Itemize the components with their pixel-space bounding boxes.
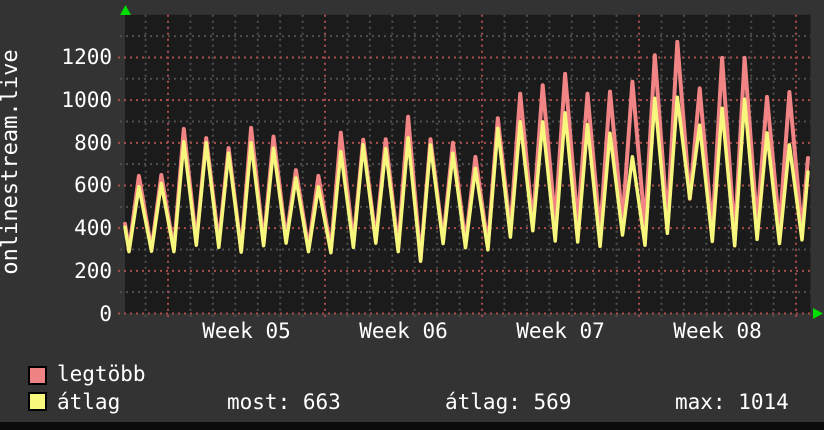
series-line-atlag [123,95,810,263]
x-tick-label: Week 06 [359,319,448,343]
x-axis-arrow-icon [813,308,823,319]
stat-most: most: 663 [227,390,341,414]
stat-atlag: átlag: 569 [445,390,572,414]
y-tick-label: 800 [74,130,112,155]
y-axis-arrow-icon [120,5,131,15]
x-tick-label: Week 05 [202,319,291,343]
x-tick-label: Week 07 [516,319,605,343]
window-bottom-edge [0,422,824,430]
y-tick-label: 1000 [61,88,112,113]
y-tick-label: 1200 [61,45,112,70]
legend-swatch-atlag [28,392,47,411]
stat-max: max: 1014 [675,390,789,414]
x-tick-label: Week 08 [673,319,762,343]
y-tick-label: 200 [74,258,112,283]
legend-swatch-legtobb [28,366,47,385]
y-tick-label: 600 [74,173,112,198]
legend-label-atlag: átlag [57,390,121,414]
y-tick-label: 400 [74,216,112,241]
legend-label-legtobb: legtöbb [57,362,146,386]
y-tick-label: 0 [99,301,112,326]
